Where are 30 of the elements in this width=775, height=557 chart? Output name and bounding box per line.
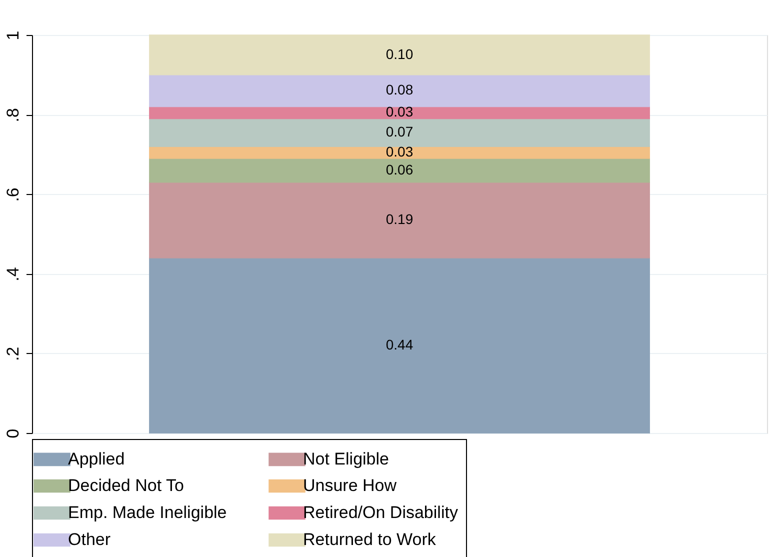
text: 0.19 — [386, 211, 414, 228]
text: 0.44 — [386, 336, 414, 352]
legend-label: Emp. Made Ineligible — [68, 503, 227, 522]
bar — [149, 182, 650, 258]
text: 0.03 — [386, 143, 414, 160]
text: 0.03 — [386, 104, 414, 120]
text: 0.10 — [386, 46, 414, 62]
legend-label: Unsure How — [303, 476, 398, 495]
bar — [149, 146, 650, 159]
legend-label: Not Eligible — [303, 449, 389, 468]
bar — [149, 106, 650, 120]
y-tick-label: 0 — [4, 428, 22, 438]
y-tick-label: .8 — [4, 108, 22, 122]
y-tick-label: .6 — [4, 188, 22, 202]
text: 0.07 — [386, 124, 414, 140]
y-tick-label: .2 — [4, 346, 22, 361]
legend-label: Applied — [68, 449, 125, 468]
text: 0.06 — [386, 161, 414, 178]
bar — [149, 34, 650, 76]
y-tick-label: .4 — [4, 267, 22, 282]
bar — [149, 257, 650, 434]
bar — [149, 118, 650, 147]
legend-label: Retired/On Disability — [303, 503, 458, 522]
y-tick-label: 1 — [4, 30, 22, 40]
text: 0.08 — [386, 82, 414, 98]
legend-label: Decided Not To — [68, 476, 184, 495]
bar — [149, 74, 650, 108]
legend-label: Returned to Work — [303, 530, 436, 549]
bar — [149, 158, 650, 183]
legend-label: Other — [68, 530, 111, 549]
